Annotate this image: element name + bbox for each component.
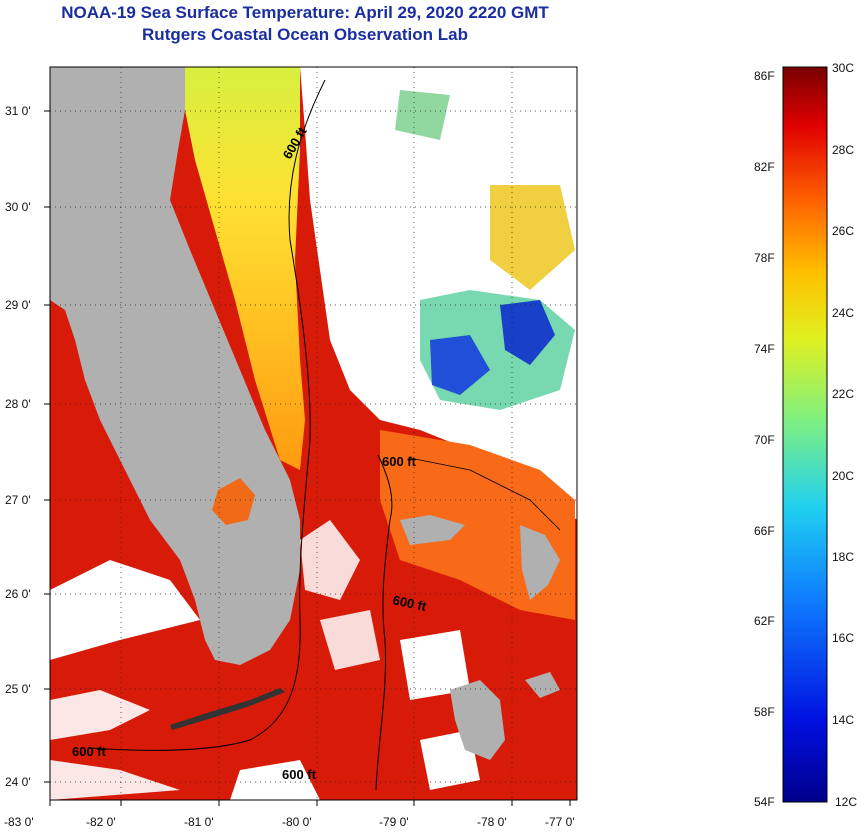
contour-label-east: 600 ft: [391, 592, 428, 614]
bahama-islet: [525, 672, 560, 698]
lat-label-27: 27 0': [5, 493, 31, 507]
lat-label-24: 24 0': [5, 775, 31, 789]
cloud-south-2: [230, 760, 320, 800]
cbar-c-14: 14C: [832, 713, 854, 727]
cbar-f-70: 70F: [754, 433, 775, 447]
andros-island: [450, 680, 505, 760]
lon-label-78: -78 0': [477, 815, 507, 829]
cbar-f-58: 58F: [754, 705, 775, 719]
lon-label-79: -79 0': [379, 815, 409, 829]
cbar-f-82: 82F: [754, 160, 775, 174]
cbar-f-74: 74F: [754, 342, 775, 356]
coastal-shelf-water: [185, 67, 305, 470]
lat-label-25: 25 0': [5, 682, 31, 696]
cbar-f-66: 66F: [754, 524, 775, 538]
lat-label-30: 30 0': [5, 200, 31, 214]
cloud-south-1: [400, 630, 470, 700]
cloud-gulf-2: [50, 690, 150, 740]
lake-okeechobee: [212, 478, 255, 525]
depth-contour-600ft-east: [375, 454, 393, 791]
grand-bahama: [400, 515, 465, 545]
lon-label-77: -77 0': [545, 815, 575, 829]
sst-map: 600 ft 600 ft 600 ft 600 ft 600 ft: [50, 67, 577, 800]
contour-label-gulf: 600 ft: [72, 744, 107, 759]
cbar-f-62: 62F: [754, 614, 775, 628]
cbar-f-54: 54F: [754, 795, 775, 809]
lat-label-31: 31 0': [5, 104, 31, 118]
lat-label-29: 29 0': [5, 298, 31, 312]
cbar-c-28: 28C: [832, 143, 854, 157]
map-title: NOAA-19 Sea Surface Temperature: April 2…: [61, 3, 549, 22]
colorbar: [782, 66, 828, 803]
map-subtitle: Rutgers Coastal Ocean Observation Lab: [142, 25, 468, 44]
cbar-f-78: 78F: [754, 251, 775, 265]
abaco-island: [520, 525, 560, 600]
lon-label-83: -83 0': [4, 815, 34, 829]
lat-label-28: 28 0': [5, 397, 31, 411]
cloud-straits-1: [300, 520, 360, 600]
map-frame: [49, 66, 578, 801]
cold-water-patch-2: [500, 300, 555, 365]
contour-label-bahamas: 600 ft: [382, 454, 417, 469]
lat-label-26: 26 0': [5, 587, 31, 601]
mixed-water-patch: [490, 185, 575, 290]
lon-label-81: -81 0': [184, 815, 214, 829]
cbar-f-86: 86F: [754, 69, 775, 83]
cloud-straits-2: [320, 610, 380, 670]
cloud-gulf-3: [50, 760, 180, 800]
florida-keys: [170, 688, 285, 730]
cbar-c-16: 16C: [832, 631, 854, 645]
contour-label-south: 600 ft: [282, 767, 317, 782]
cbar-c-12: 12C: [835, 795, 857, 809]
depth-contour-600ft-bahamas: [409, 457, 561, 531]
axis-ticks: [44, 110, 571, 806]
cloud-gulf-1: [50, 560, 200, 660]
cold-water-patch-1: [430, 335, 490, 395]
cool-water-patch-north: [395, 90, 450, 140]
cbar-c-18: 18C: [832, 550, 854, 564]
depth-contour-600ft-west: [89, 79, 326, 751]
cbar-c-22: 22C: [832, 387, 854, 401]
graticule: [50, 67, 577, 800]
cbar-c-26: 26C: [832, 224, 854, 238]
lon-label-80: -80 0': [282, 815, 312, 829]
cbar-c-20: 20C: [832, 469, 854, 483]
cbar-c-30: 30C: [832, 61, 854, 75]
cbar-c-24: 24C: [832, 306, 854, 320]
lon-label-82: -82 0': [86, 815, 116, 829]
